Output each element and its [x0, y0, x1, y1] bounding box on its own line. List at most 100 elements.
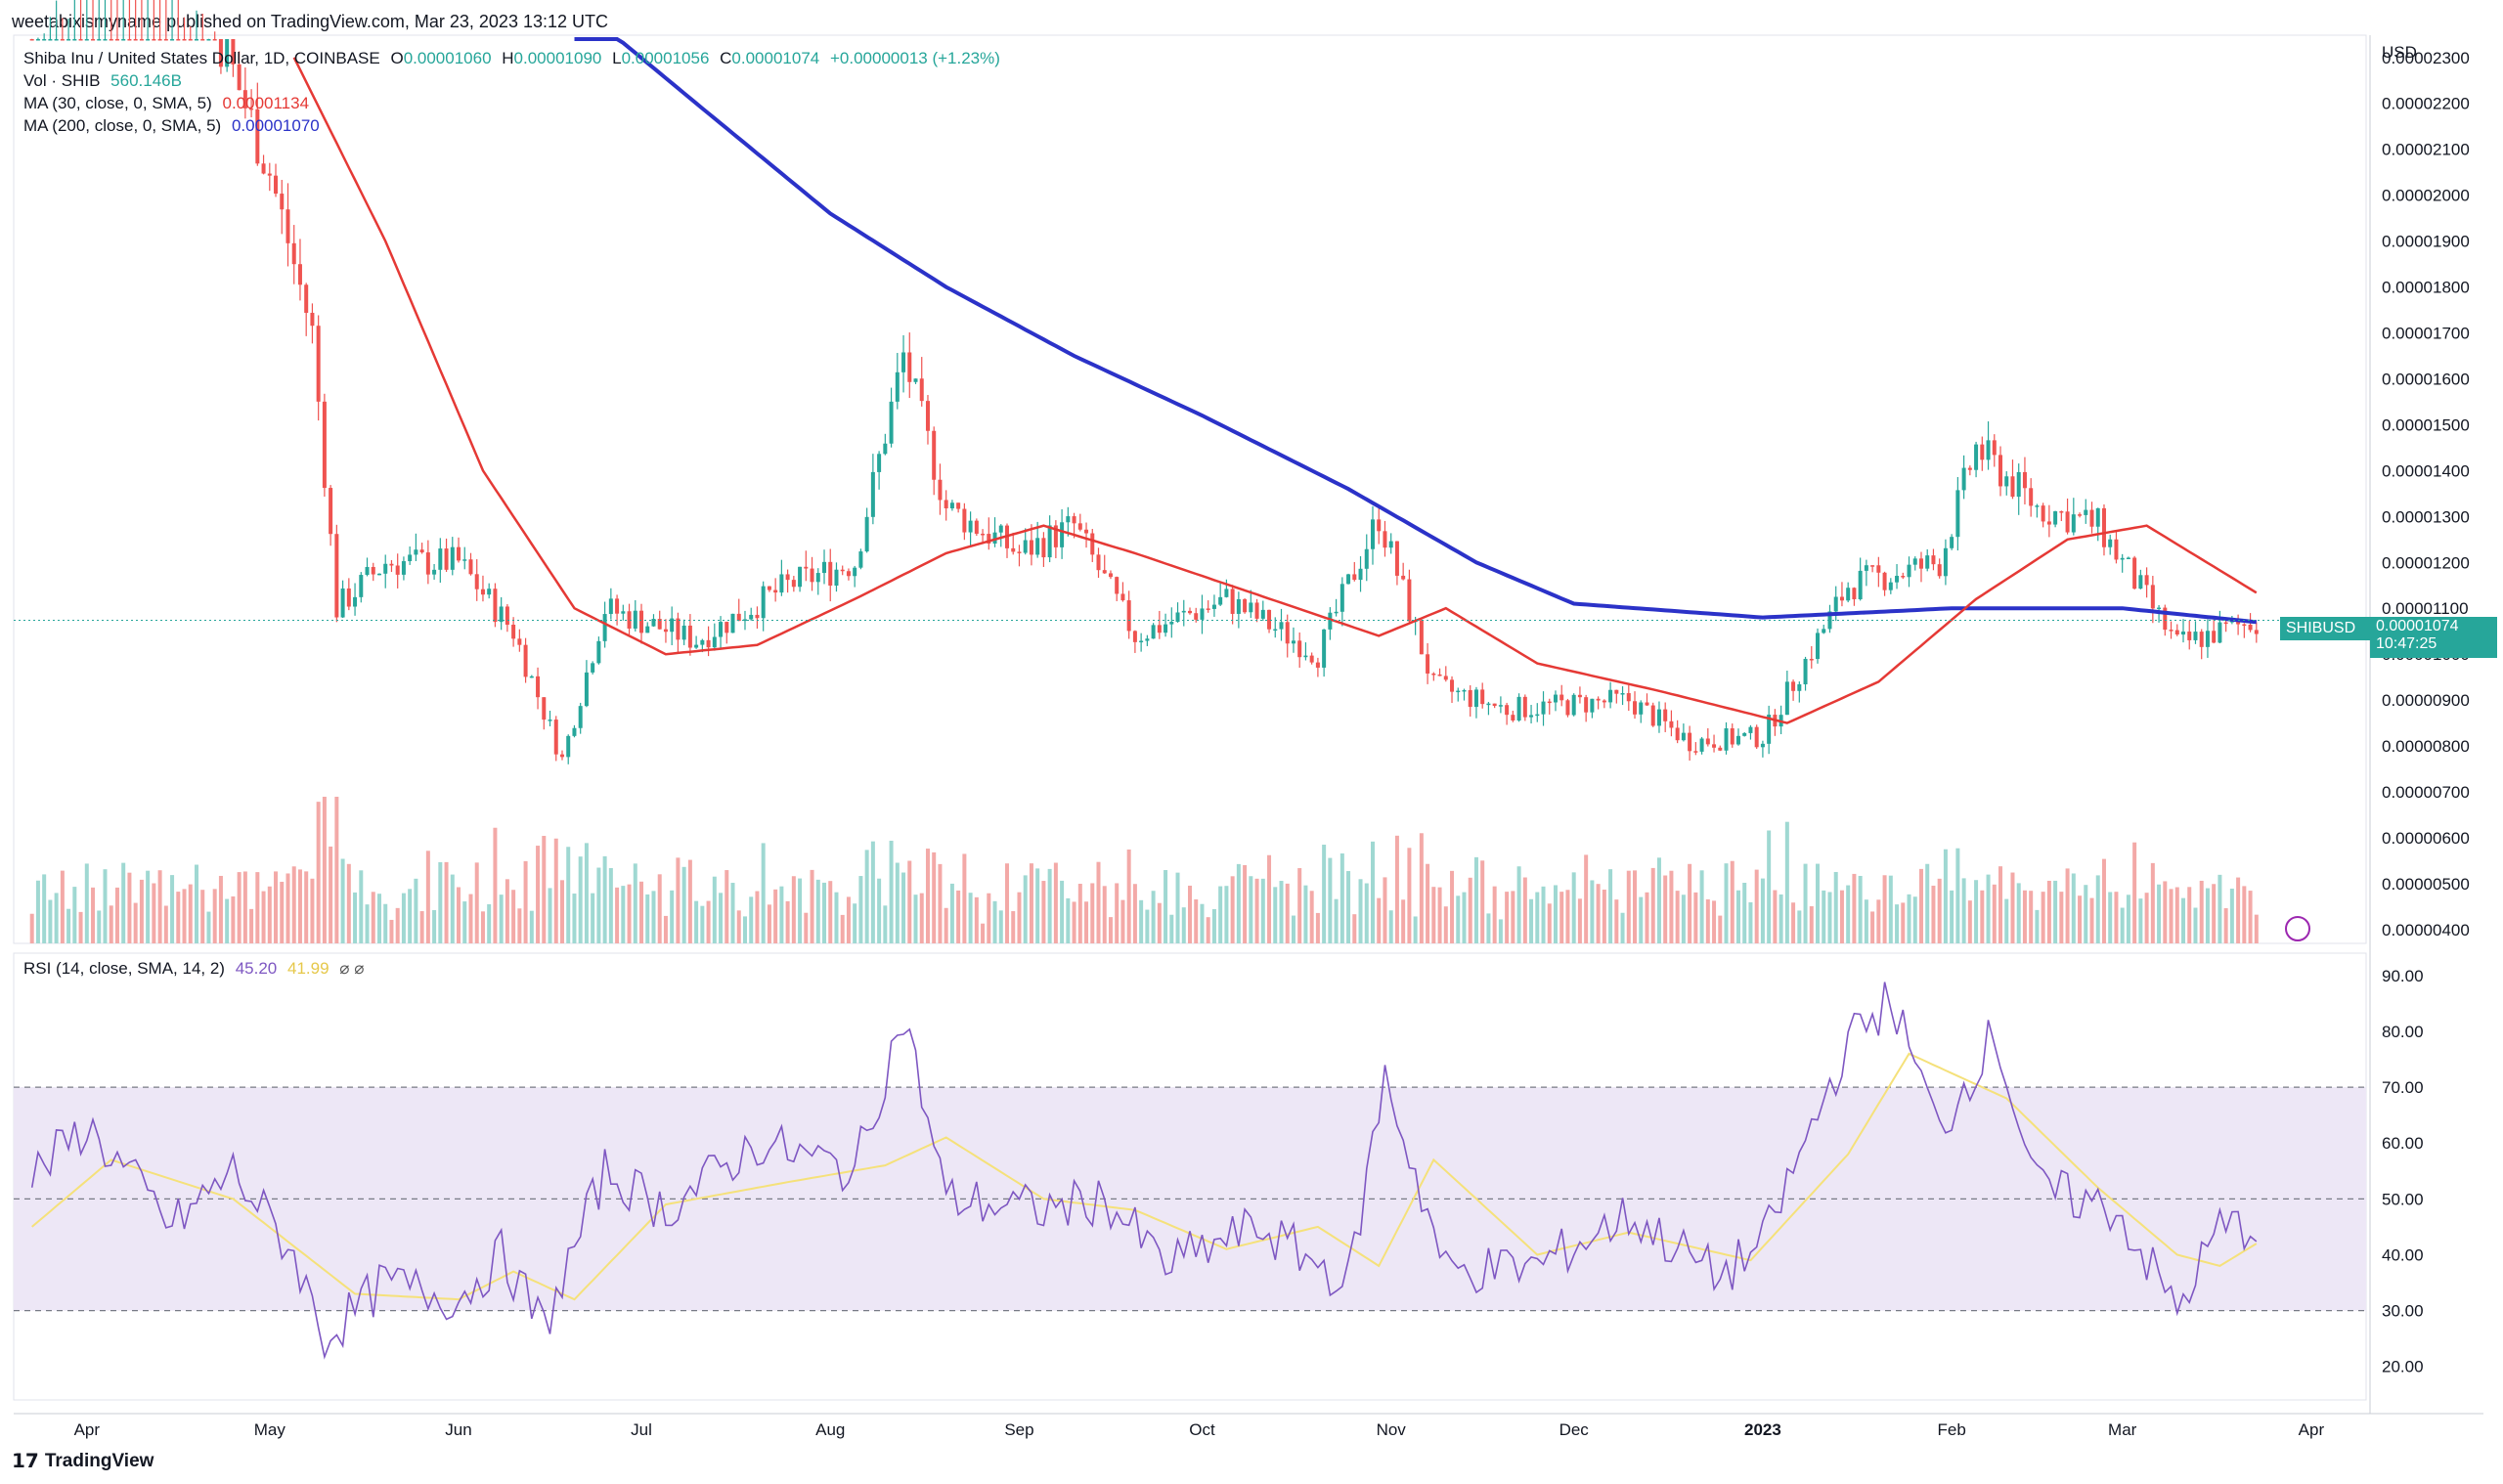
candle-body: [1718, 747, 1723, 751]
candle-body: [395, 565, 400, 575]
candle-body: [450, 546, 455, 570]
volume-bar: [907, 860, 912, 943]
volume-bar: [97, 910, 102, 943]
volume-bar: [1645, 892, 1649, 943]
candle-body: [621, 611, 626, 614]
candle-body: [1912, 558, 1917, 565]
volume-bar: [1090, 883, 1095, 943]
high-label: H: [502, 49, 514, 67]
volume-bar: [1522, 877, 1527, 943]
volume-bar: [1017, 892, 1022, 943]
volume-bar: [645, 894, 650, 943]
candle-body: [1011, 547, 1016, 552]
volume-bar: [822, 882, 827, 943]
rsi-eye-icon[interactable]: ⌀ ⌀: [339, 959, 365, 978]
candle-body: [1742, 732, 1747, 736]
candle-body: [1760, 743, 1765, 748]
candle-body: [1882, 572, 1887, 590]
candle-body: [72, 39, 77, 41]
volume-bar: [1473, 856, 1478, 943]
volume-bar: [1663, 875, 1668, 943]
candle-body: [242, 90, 247, 109]
volume-bar: [91, 887, 96, 943]
volume-bar: [334, 797, 339, 943]
volume-bar: [206, 911, 211, 943]
candle-body: [1516, 696, 1521, 720]
candle-body: [1090, 533, 1095, 555]
candle-body: [1401, 575, 1406, 580]
candle-body: [889, 401, 894, 444]
candle-body: [779, 574, 784, 593]
volume-bar: [1718, 915, 1723, 943]
candle-body: [804, 566, 809, 569]
candle-body: [1456, 690, 1461, 693]
candle-body: [511, 625, 516, 639]
low-label: L: [612, 49, 622, 67]
time-tick-label: Apr: [2299, 1420, 2325, 1439]
candle-body: [1559, 694, 1564, 701]
volume-bar: [1315, 912, 1320, 943]
volume-bar: [1145, 909, 1150, 943]
volume-bar: [1047, 868, 1052, 943]
candle-body: [1735, 735, 1740, 745]
candle-body: [2169, 630, 2174, 632]
volume-bar: [255, 872, 260, 943]
volume-bar: [749, 896, 754, 943]
last-price-tag: 0.00001074 10:47:25: [2370, 617, 2497, 658]
volume-bar: [1876, 899, 1881, 943]
candle-body: [828, 561, 833, 587]
volume-bar: [231, 895, 236, 943]
volume-bar: [84, 863, 89, 943]
candle-body: [425, 552, 430, 575]
candle-body: [1907, 564, 1911, 578]
volume-bar: [389, 919, 394, 943]
volume-bar: [676, 857, 681, 943]
candle-body: [2174, 630, 2179, 635]
volume-bar: [553, 838, 558, 943]
ma200-line: [574, 37, 2257, 625]
volume-bar: [1602, 890, 1606, 943]
candle-body: [1822, 629, 1826, 633]
candle-body: [2144, 575, 2149, 586]
volume-bar: [1681, 895, 1686, 943]
volume-bar: [1480, 860, 1485, 943]
lightning-icon[interactable]: [2285, 916, 2310, 941]
candle-body: [291, 242, 296, 265]
volume-bar: [48, 899, 53, 943]
candle-body: [1243, 599, 1248, 613]
volume-bar: [2187, 887, 2192, 943]
candle-body: [1535, 714, 1540, 717]
volume-bar: [1669, 870, 1674, 943]
volume-bar: [633, 863, 637, 943]
candle-body: [1407, 579, 1412, 622]
candle-body: [944, 500, 948, 508]
tradingview-logo[interactable]: 𝟭𝟳 TradingView: [12, 1449, 154, 1473]
candle-body: [1370, 519, 1375, 549]
candle-body: [2199, 632, 2204, 647]
candle-body: [883, 443, 888, 455]
volume-bar: [1559, 892, 1564, 943]
time-tick-label: Aug: [815, 1420, 845, 1439]
volume-bar: [1303, 885, 1308, 943]
candle-body: [419, 549, 424, 553]
volume-bar: [2004, 898, 2009, 943]
volume-bar: [1132, 884, 1137, 943]
candle-body: [1377, 519, 1382, 532]
volume-bar: [755, 891, 760, 943]
candle-body: [1102, 570, 1107, 574]
volume-bar: [1139, 899, 1144, 943]
candle-body: [639, 610, 644, 633]
candle-body: [1541, 701, 1546, 715]
rsi-ma-value: 41.99: [286, 959, 329, 978]
candle-body: [322, 401, 327, 489]
candle-body: [938, 479, 943, 501]
volume-bar: [919, 893, 924, 943]
candle-body: [2218, 622, 2222, 643]
volume-bar: [1870, 911, 1875, 943]
volume-bar: [1675, 891, 1680, 943]
volume-bar: [1931, 885, 1936, 943]
volume-bar: [670, 890, 675, 943]
volume-bar: [2029, 891, 2034, 943]
candle-body: [1188, 610, 1192, 614]
